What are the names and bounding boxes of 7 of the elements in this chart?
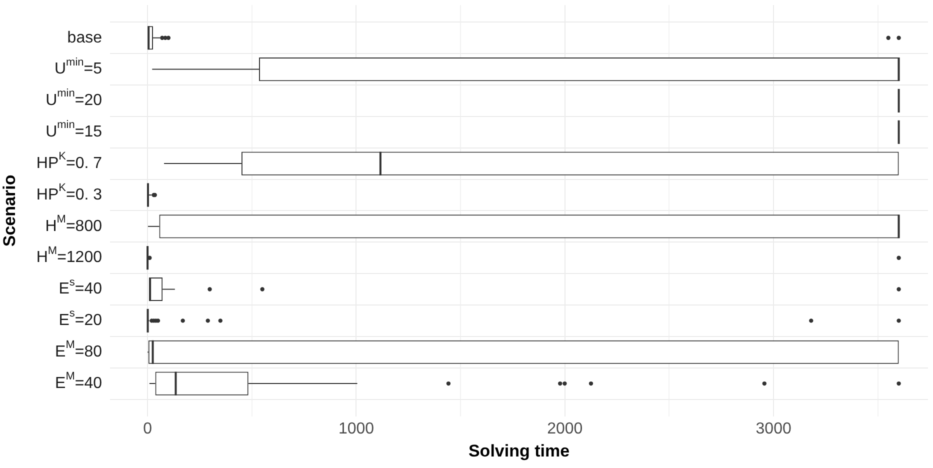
y-axis-title: Scenario xyxy=(0,174,19,247)
x-tick-label: 0 xyxy=(143,420,152,438)
x-tick-label: 3000 xyxy=(756,420,792,438)
x-axis-title: Solving time xyxy=(468,441,570,460)
x-tick-label: 2000 xyxy=(547,420,583,438)
x-tick-label: 1000 xyxy=(338,420,374,438)
y-tick-label: base xyxy=(67,29,102,46)
